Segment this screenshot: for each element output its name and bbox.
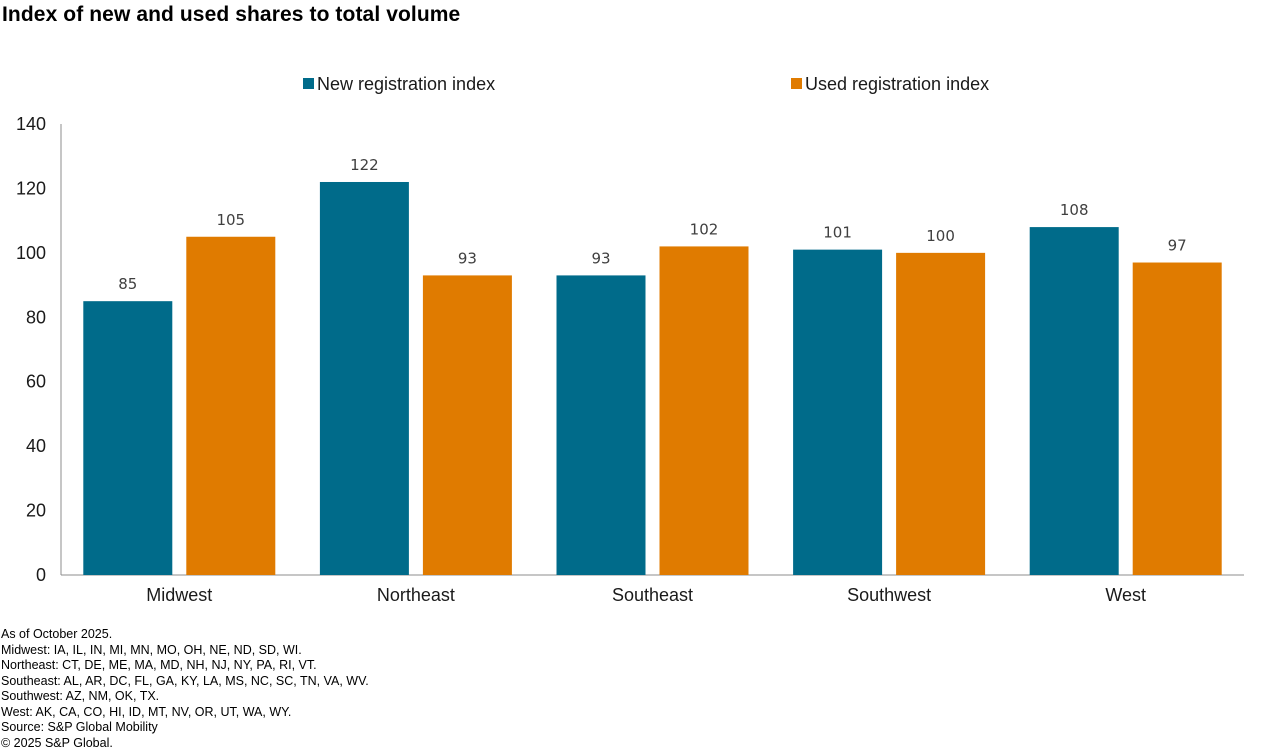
bar-northeast-used: [422, 275, 512, 575]
bar-southeast-new: [556, 275, 646, 575]
y-tick-label: 20: [26, 501, 46, 521]
data-label: 93: [591, 249, 610, 267]
y-tick-label: 80: [26, 307, 46, 327]
note-source: Source: S&P Global Mobility: [1, 720, 158, 734]
data-label: 97: [1168, 237, 1187, 255]
data-label: 102: [690, 220, 719, 238]
bar-southwest-used: [896, 252, 986, 575]
x-category-label: Southeast: [612, 585, 693, 605]
data-label: 108: [1060, 201, 1089, 219]
note-southwest: Southwest: AZ, NM, OK, TX.: [1, 689, 160, 703]
x-category-label: Northeast: [377, 585, 455, 605]
bar-chart: 0 20 40 60 80 100 120 140 85 105 Midwest 122 93 North…: [16, 74, 1244, 605]
data-label: 100: [926, 227, 955, 245]
note-southeast: Southeast: AL, AR, DC, FL, GA, KY, LA, M…: [1, 673, 369, 688]
bar-southeast-used: [659, 246, 749, 575]
note-as-of: As of October 2025.: [1, 627, 113, 641]
legend-swatch-used: [791, 78, 802, 89]
bar-west-new: [1029, 227, 1119, 576]
legend-swatch-new: [303, 78, 314, 89]
data-label: 93: [458, 249, 477, 267]
y-tick-label: 120: [16, 178, 46, 198]
x-category-label: West: [1105, 585, 1146, 605]
y-tick-label: 100: [16, 243, 46, 263]
data-label: 122: [350, 156, 379, 174]
y-tick-label: 0: [36, 565, 46, 585]
data-label: 105: [216, 211, 245, 229]
legend-label-used: Used registration index: [805, 74, 989, 94]
chart-notes: As of October 2025. Midwest: IA, IL, IN,…: [1, 627, 369, 751]
bar-midwest-used: [186, 236, 276, 575]
bar-west-used: [1132, 262, 1222, 575]
data-label: 101: [823, 224, 852, 242]
y-tick-label: 60: [26, 372, 46, 392]
note-west: West: AK, CA, CO, HI, ID, MT, NV, OR, UT…: [1, 704, 292, 719]
chart-title: Index of new and used shares to total vo…: [2, 3, 461, 26]
bar-midwest-new: [83, 301, 173, 575]
x-category-label: Southwest: [847, 585, 931, 605]
legend-label-new: New registration index: [317, 74, 495, 94]
bar-northeast-new: [319, 181, 409, 575]
note-copyright: © 2025 S&P Global.: [1, 735, 113, 750]
y-tick-label: 40: [26, 436, 46, 456]
bar-southwest-new: [793, 249, 883, 575]
data-label: 85: [118, 275, 137, 293]
y-tick-label: 140: [16, 114, 46, 134]
x-category-label: Midwest: [146, 585, 212, 605]
note-midwest: Midwest: IA, IL, IN, MI, MN, MO, OH, NE,…: [1, 642, 302, 657]
note-northeast: Northeast: CT, DE, ME, MA, MD, NH, NJ, N…: [1, 658, 317, 672]
